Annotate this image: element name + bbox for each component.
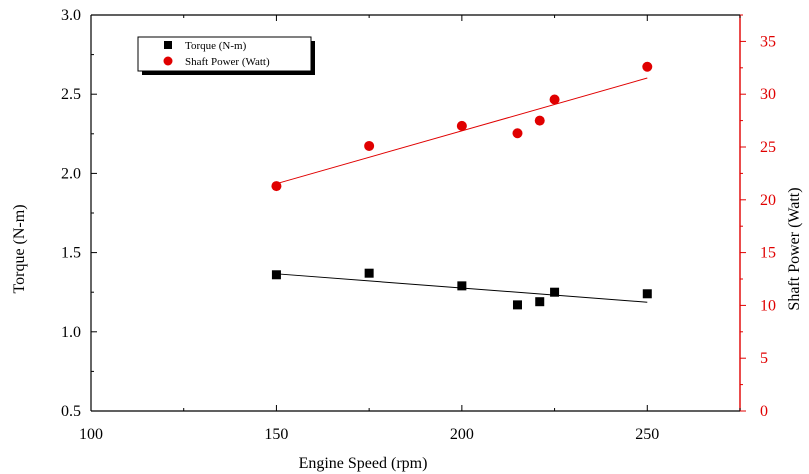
power-point	[534, 115, 545, 126]
torque-point	[642, 289, 652, 299]
y-left-tick-label: 1.5	[61, 245, 81, 262]
legend: Torque (N-m) Shaft Power (Watt)	[137, 36, 315, 75]
torque-point	[457, 281, 467, 291]
y-right-tick-label: 30	[760, 86, 776, 103]
y-right-tick-label: 15	[760, 245, 776, 262]
power-point	[642, 61, 653, 72]
torque-point	[512, 300, 522, 310]
legend-torque-marker	[164, 41, 172, 49]
x-tick-label: 100	[79, 426, 103, 443]
y-right-tick-label: 35	[760, 33, 776, 50]
y-left-tick-label: 0.5	[61, 403, 81, 420]
torque-point	[271, 270, 281, 280]
x-axis-label: Engine Speed (rpm)	[299, 455, 428, 472]
y-left-tick-label: 2.0	[61, 165, 81, 182]
y-left-tick-label: 2.5	[61, 86, 81, 103]
y-right-tick-label: 5	[760, 350, 768, 367]
power-point	[364, 140, 375, 151]
torque-point	[364, 268, 374, 278]
power-point	[549, 94, 560, 105]
legend-power-marker	[163, 56, 173, 66]
y-right-tick-label: 10	[760, 297, 776, 314]
fit-lines	[276, 77, 648, 303]
y-axis-right-label: Shaft Power (Watt)	[786, 187, 803, 310]
x-tick-label: 150	[264, 426, 288, 443]
y-left-tick-label: 3.0	[61, 7, 81, 24]
y-right-tick-label: 25	[760, 139, 776, 156]
legend-torque-label: Torque (N-m)	[185, 40, 247, 52]
torque-point	[535, 297, 545, 307]
data-points	[271, 61, 653, 310]
y-right-tick-label: 20	[760, 192, 776, 209]
axes: 100 150 200 250 0.5 1.0 1.5 2.0 2.5 3.0 0 5 10 15 20 25…	[61, 7, 776, 443]
legend-power-label: Shaft Power (Watt)	[185, 56, 270, 68]
x-tick-label: 250	[635, 426, 659, 443]
power-point	[271, 181, 282, 192]
y-left-tick-label: 1.0	[61, 324, 81, 341]
y-axis-left-label: Torque (N-m)	[11, 204, 28, 293]
x-tick-label: 200	[450, 426, 474, 443]
power-point	[512, 128, 523, 139]
power-point	[456, 120, 467, 131]
torque-point	[550, 287, 560, 297]
y-right-tick-label: 0	[760, 403, 768, 420]
